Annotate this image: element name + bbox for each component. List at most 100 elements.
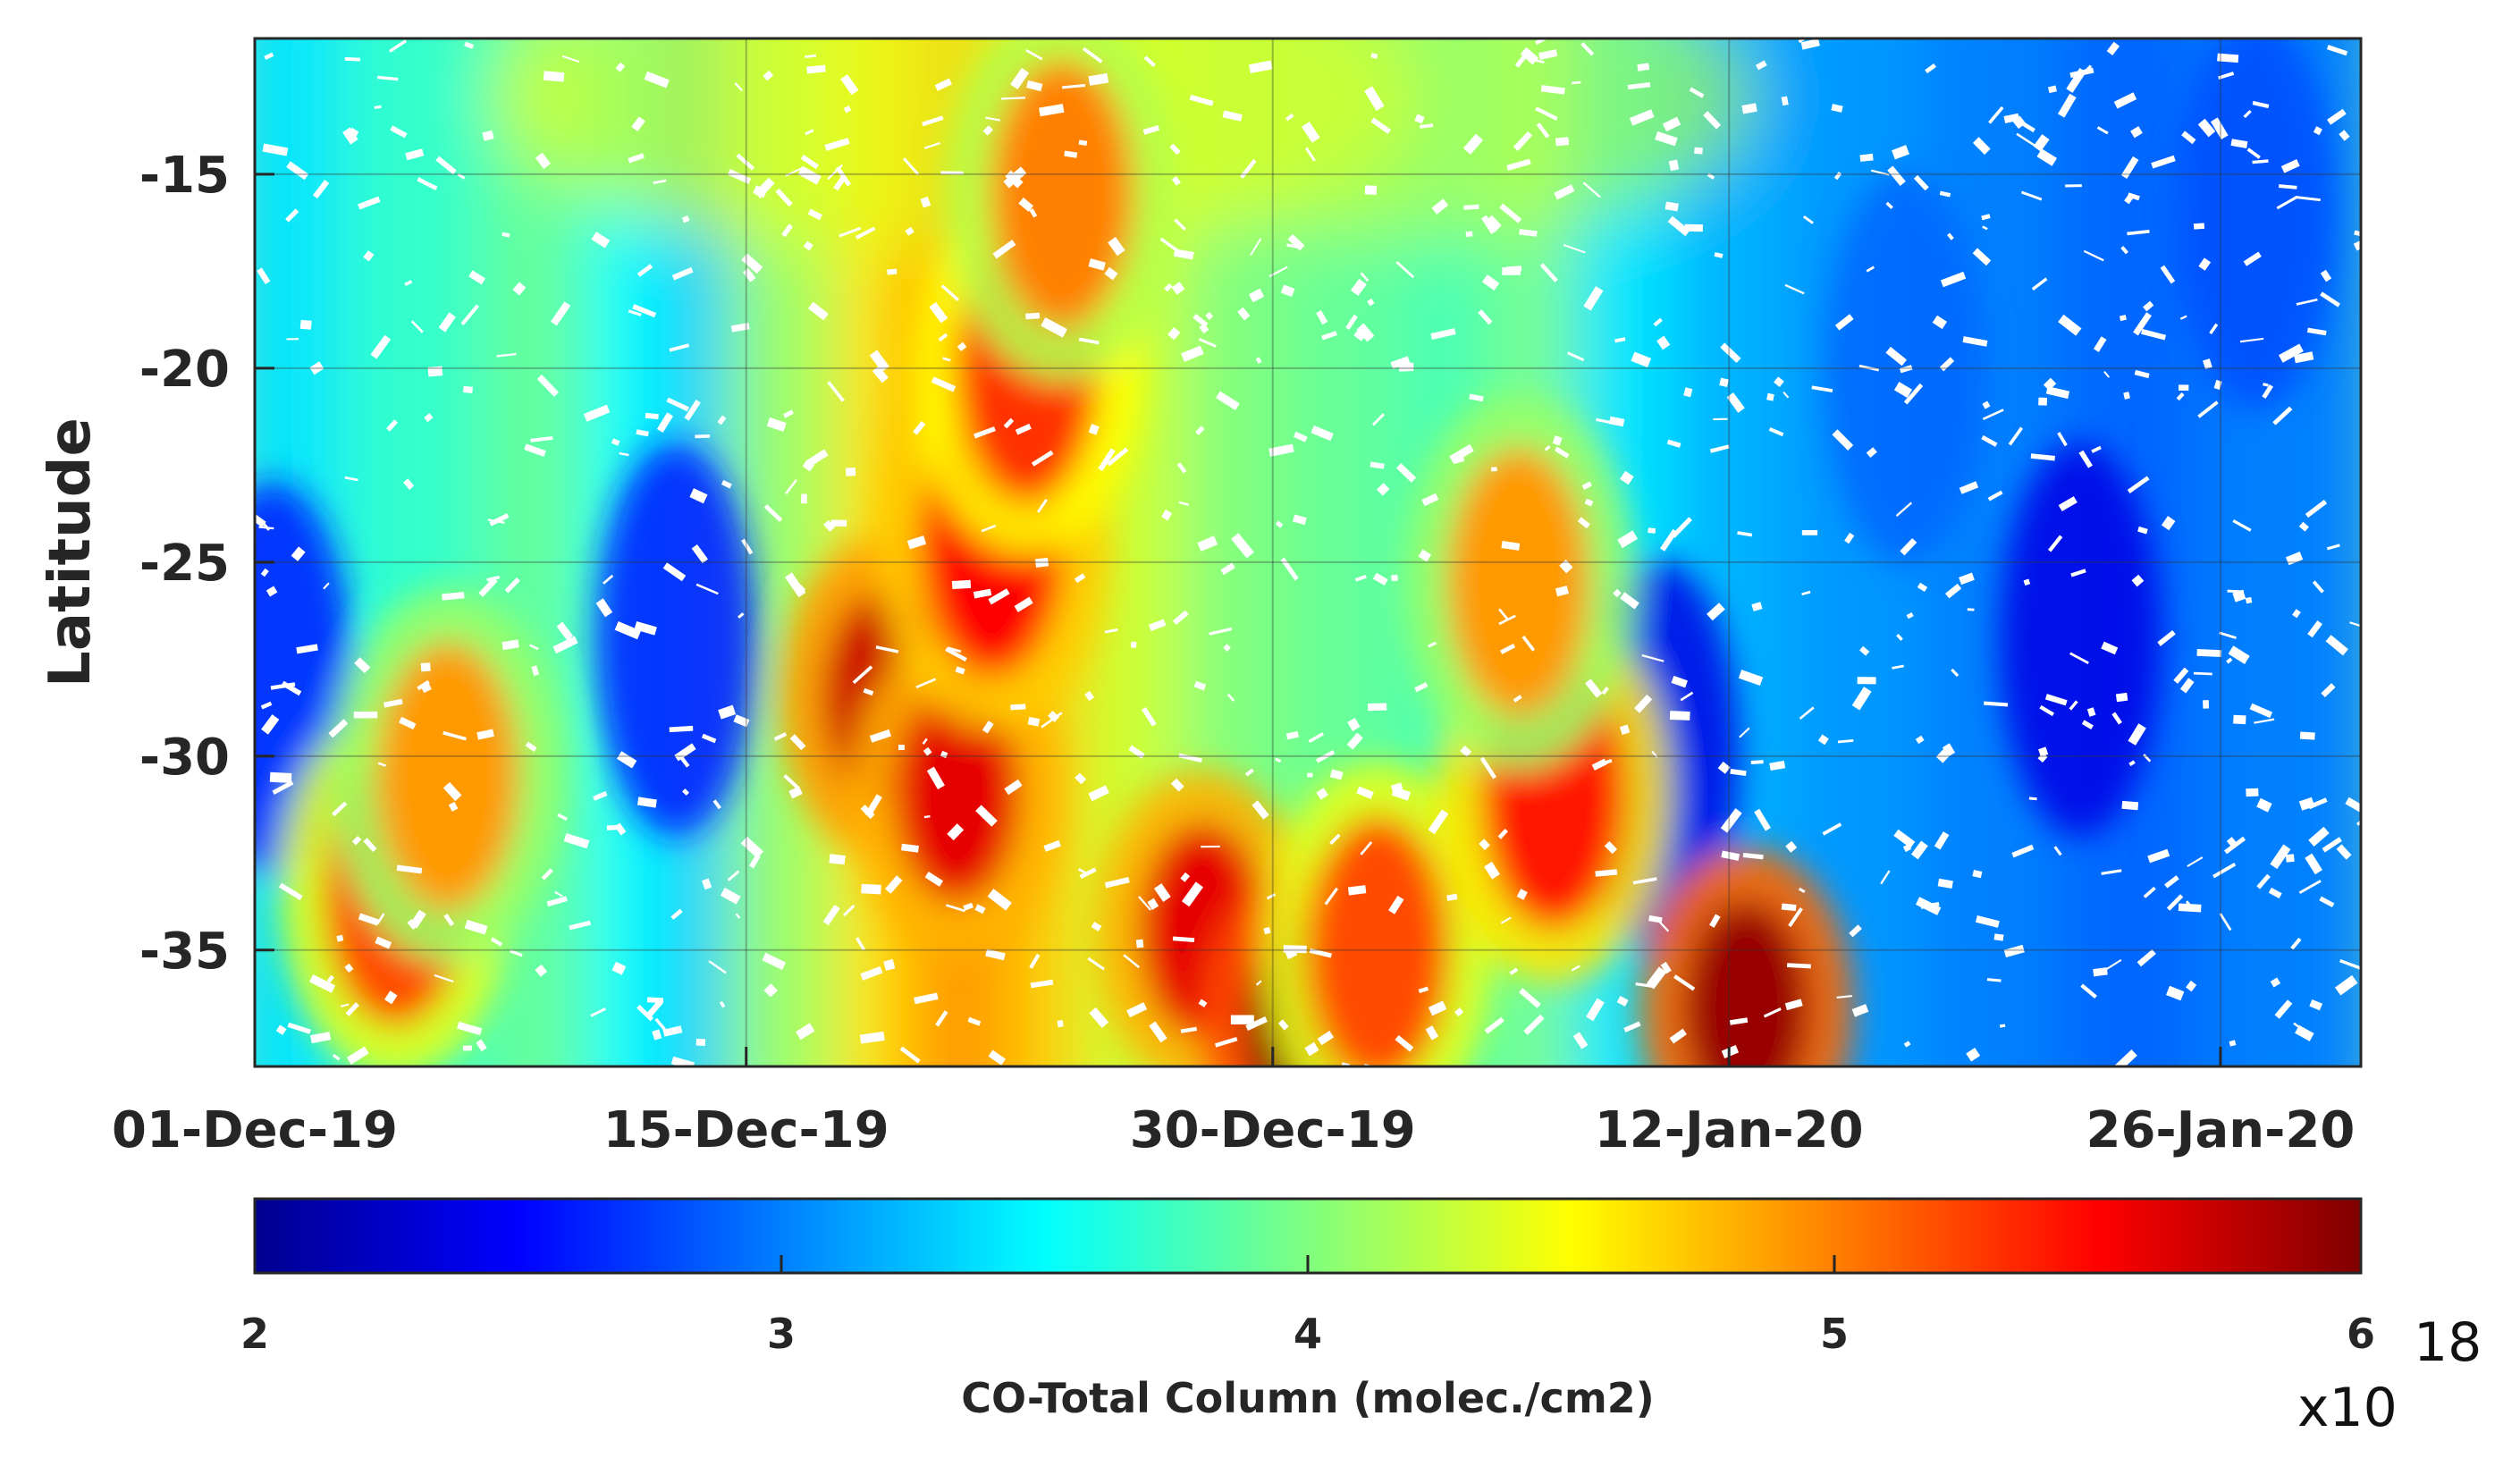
missing-data-fleck [1893, 382, 1913, 399]
missing-data-fleck [1859, 153, 1874, 162]
missing-data-fleck [796, 1023, 815, 1041]
missing-data-fleck [2181, 131, 2196, 145]
missing-data-fleck [2210, 117, 2229, 140]
missing-data-fleck [278, 882, 303, 901]
missing-data-fleck [1858, 364, 1880, 372]
missing-data-fleck [727, 169, 752, 184]
missing-data-fleck [383, 990, 398, 1005]
missing-data-fleck [552, 636, 578, 654]
missing-data-fleck [326, 974, 334, 983]
missing-data-fleck [824, 138, 850, 151]
missing-data-fleck [345, 1002, 359, 1016]
missing-data-fleck [2224, 836, 2246, 855]
missing-data-fleck [783, 774, 800, 790]
missing-data-fleck [2157, 630, 2176, 646]
missing-data-fleck [923, 141, 940, 149]
missing-data-fleck [662, 562, 687, 582]
missing-data-fleck [1170, 778, 1184, 792]
missing-data-fleck [2252, 159, 2269, 164]
missing-data-fleck [2246, 788, 2259, 797]
missing-data-fleck [1164, 282, 1173, 292]
missing-data-fleck [682, 788, 690, 796]
missing-data-fleck [735, 913, 741, 919]
missing-data-fleck [2270, 844, 2291, 870]
missing-data-fleck [1513, 131, 1533, 151]
x-tick-label: 15-Dec-19 [603, 1101, 889, 1159]
x-tick-label: 01-Dec-19 [112, 1101, 398, 1159]
missing-data-fleck [902, 157, 920, 176]
missing-data-fleck [1367, 298, 1375, 307]
missing-data-fleck [1707, 173, 1715, 180]
missing-data-fleck [1516, 889, 1528, 900]
missing-data-fleck [546, 896, 568, 907]
missing-data-fleck [671, 266, 694, 281]
missing-data-fleck [1899, 365, 1913, 374]
missing-data-fleck [2298, 796, 2315, 811]
missing-data-fleck [1128, 745, 1145, 759]
missing-data-fleck [855, 226, 876, 240]
missing-data-fleck [496, 352, 517, 358]
missing-data-fleck [929, 301, 948, 324]
missing-data-fleck [1078, 337, 1100, 345]
missing-data-fleck [2233, 714, 2246, 725]
missing-data-fleck [1939, 357, 1955, 372]
missing-data-fleck [556, 621, 574, 641]
missing-data-fleck [275, 1024, 287, 1035]
missing-data-fleck [1018, 197, 1034, 212]
missing-data-fleck [1220, 562, 1235, 576]
missing-data-fleck [1029, 953, 1041, 969]
missing-data-fleck [1900, 537, 1917, 556]
hot-spot [1446, 447, 1590, 716]
missing-data-fleck [1623, 1021, 1641, 1032]
missing-data-fleck [1707, 603, 1725, 621]
missing-data-fleck [803, 240, 813, 251]
missing-data-fleck [1668, 159, 1680, 172]
missing-data-fleck [2127, 476, 2150, 494]
missing-data-fleck [1252, 800, 1269, 820]
missing-data-fleck [427, 366, 443, 377]
missing-data-fleck [763, 504, 783, 522]
missing-data-fleck [619, 451, 629, 457]
missing-data-fleck [1671, 517, 1692, 538]
missing-data-fleck [1356, 786, 1374, 799]
missing-data-fleck [1193, 314, 1209, 328]
missing-data-fleck [636, 796, 657, 808]
missing-data-fleck [1088, 785, 1109, 802]
missing-data-fleck [2218, 72, 2235, 80]
missing-data-fleck [1648, 914, 1663, 923]
missing-data-fleck [670, 908, 683, 920]
missing-data-fleck [1347, 885, 1367, 896]
missing-data-fleck [807, 301, 829, 321]
missing-data-fleck [1395, 1035, 1414, 1052]
missing-data-fleck [1800, 38, 1820, 50]
missing-data-fleck [2187, 856, 2204, 868]
missing-data-fleck [2147, 848, 2170, 864]
missing-data-fleck [913, 420, 926, 435]
missing-data-fleck [590, 1007, 606, 1017]
missing-data-fleck [1025, 312, 1041, 320]
missing-data-fleck [1250, 238, 1262, 257]
missing-data-fleck [785, 478, 797, 495]
missing-data-fleck [1108, 236, 1125, 257]
missing-data-fleck [524, 443, 546, 457]
missing-data-fleck [1538, 49, 1558, 60]
missing-data-fleck [861, 883, 881, 895]
missing-data-fleck [2080, 983, 2097, 999]
missing-data-fleck [1617, 530, 1639, 549]
missing-data-fleck [1608, 416, 1625, 427]
missing-data-fleck [1653, 317, 1663, 327]
missing-data-fleck [740, 836, 764, 859]
missing-data-fleck [1316, 309, 1328, 325]
missing-data-fleck [405, 148, 425, 161]
missing-data-fleck [2232, 589, 2246, 603]
missing-data-fleck [1370, 117, 1392, 134]
missing-data-fleck [1783, 391, 1790, 399]
missing-data-fleck [2239, 337, 2264, 343]
missing-data-speckle [255, 38, 2361, 1066]
missing-data-fleck [872, 366, 889, 384]
missing-data-fleck [1255, 357, 1262, 364]
missing-data-fleck [1075, 772, 1087, 785]
low-spot [1999, 442, 2161, 837]
missing-data-fleck [1769, 760, 1786, 771]
missing-data-fleck [1519, 988, 1541, 1008]
